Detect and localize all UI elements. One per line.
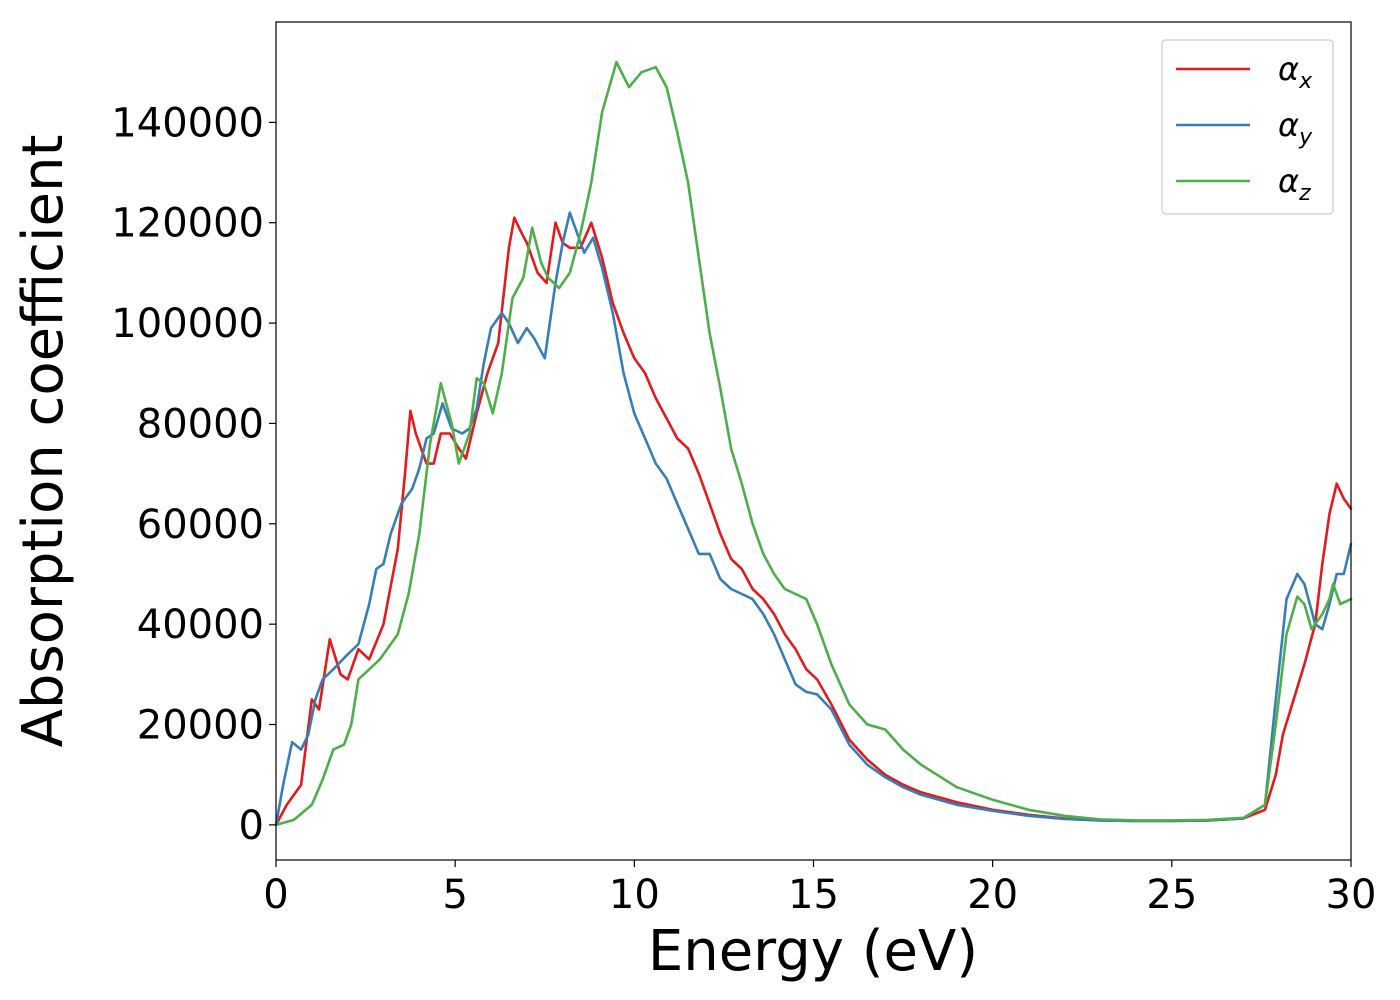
legend-subscript-z: z (1298, 181, 1311, 206)
x-tick-label: 25 (1146, 872, 1197, 918)
y-axis: 0 20000 40000 60000 80000 100000 120000 140000 (111, 100, 276, 849)
y-tick-label: 20000 (137, 703, 264, 749)
y-tick-label: 80000 (137, 401, 264, 447)
y-axis-title: Absorption coefficient (11, 135, 76, 748)
series-line-z (274, 60, 1353, 827)
x-tick-label: 10 (609, 872, 660, 918)
y-tick-label: 60000 (137, 502, 264, 548)
series-line-y (274, 211, 1353, 827)
x-axis-title: Energy (eV) (648, 919, 978, 984)
x-tick-label: 0 (263, 872, 288, 918)
y-tick-label: 140000 (111, 100, 264, 146)
series-layer (274, 60, 1353, 827)
y-tick-label: 0 (239, 803, 264, 849)
x-tick-label: 20 (967, 872, 1018, 918)
y-tick-label: 120000 (111, 201, 264, 247)
x-tick-label: 5 (442, 872, 467, 918)
y-tick-label: 40000 (137, 602, 264, 648)
legend-subscript-x: x (1298, 69, 1313, 94)
series-line-x (274, 216, 1353, 827)
x-tick-label: 15 (788, 872, 839, 918)
y-tick-label: 100000 (111, 301, 264, 347)
legend-subscript-y: y (1298, 125, 1313, 150)
x-axis: 0 5 10 15 20 25 30 (263, 860, 1376, 918)
x-tick-label: 30 (1326, 872, 1377, 918)
legend-box (1161, 39, 1334, 215)
